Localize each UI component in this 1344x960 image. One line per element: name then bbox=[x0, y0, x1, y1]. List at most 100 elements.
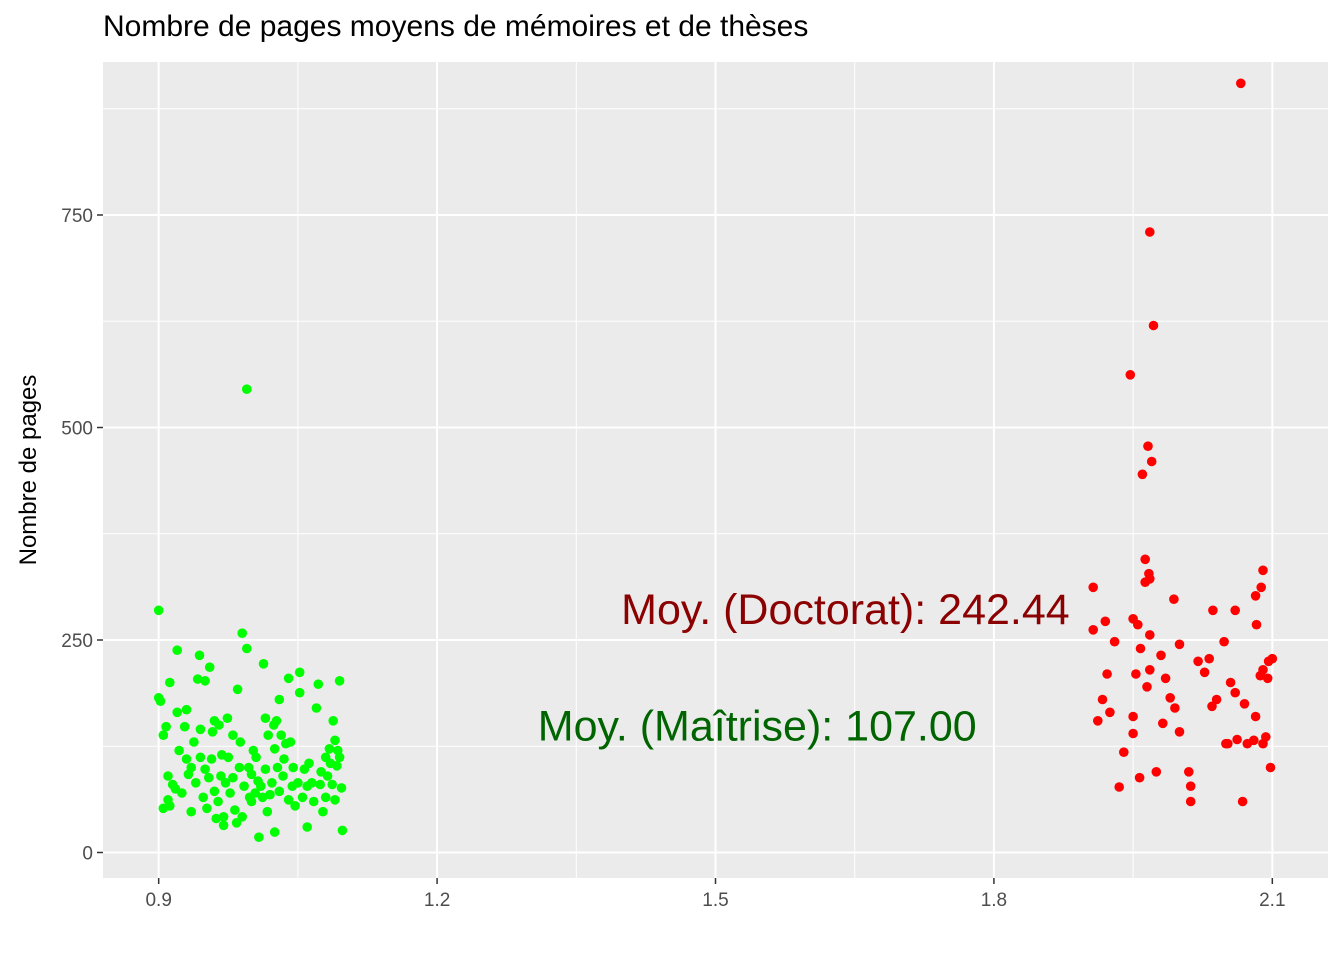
data-point-series-1 bbox=[1230, 687, 1240, 698]
major-gridlines bbox=[103, 62, 1328, 878]
mean-annotations: Moy. (Doctorat): 242.44 Moy. (Maîtrise): … bbox=[538, 586, 1070, 750]
data-point-series-0 bbox=[255, 781, 266, 791]
data-point-series-1 bbox=[1156, 650, 1166, 661]
data-point-series-0 bbox=[230, 805, 240, 815]
data-point-series-0 bbox=[207, 727, 218, 737]
data-point-series-0 bbox=[195, 724, 206, 735]
data-point-series-1 bbox=[1184, 767, 1194, 777]
data-point-series-0 bbox=[206, 754, 217, 764]
data-point-series-0 bbox=[307, 778, 317, 788]
data-point-series-0 bbox=[204, 662, 215, 672]
data-point-series-0 bbox=[283, 795, 294, 805]
data-point-series-0 bbox=[269, 744, 280, 754]
data-point-series-0 bbox=[278, 771, 288, 781]
data-point-series-0 bbox=[228, 730, 238, 740]
data-point-series-0 bbox=[200, 764, 210, 774]
mean-annotation-0: Moy. (Doctorat): 242.44 bbox=[621, 586, 1070, 634]
data-point-series-0 bbox=[165, 801, 175, 811]
data-point-series-1 bbox=[1140, 554, 1150, 565]
x-tick-label: 0.9 bbox=[145, 890, 171, 911]
data-point-series-1 bbox=[1134, 772, 1145, 783]
x-axis: 0.9 1.2 1.5 1.8 2.1 bbox=[145, 878, 1286, 911]
data-point-series-1 bbox=[1137, 469, 1148, 480]
data-point-series-0 bbox=[218, 812, 229, 822]
data-point-series-0 bbox=[315, 779, 326, 790]
data-point-series-0 bbox=[181, 754, 192, 764]
data-point-series-1 bbox=[1250, 591, 1261, 601]
data-point-series-0 bbox=[153, 605, 164, 616]
data-point-series-1 bbox=[1133, 619, 1143, 630]
data-point-series-0 bbox=[318, 806, 328, 817]
data-point-series-1 bbox=[1265, 762, 1276, 773]
data-point-series-1 bbox=[1102, 669, 1112, 679]
data-point-series-0 bbox=[181, 704, 192, 715]
data-point-series-0 bbox=[218, 820, 229, 831]
data-point-series-0 bbox=[163, 771, 173, 781]
data-point-series-0 bbox=[254, 832, 264, 842]
data-point-series-0 bbox=[165, 677, 175, 688]
data-point-series-0 bbox=[242, 643, 252, 654]
data-point-series-0 bbox=[297, 792, 308, 803]
data-point-series-0 bbox=[267, 778, 277, 788]
data-point-series-0 bbox=[250, 788, 260, 798]
data-point-series-0 bbox=[246, 769, 257, 780]
data-point-series-1 bbox=[1109, 636, 1120, 647]
data-point-series-0 bbox=[274, 694, 285, 705]
data-point-series-1 bbox=[1145, 227, 1155, 237]
data-point-series-1 bbox=[1193, 656, 1203, 667]
y-tick-label: 500 bbox=[61, 419, 93, 440]
x-tick-label: 1.2 bbox=[424, 890, 450, 911]
data-point-series-0 bbox=[225, 788, 235, 798]
x-tick-label: 2.1 bbox=[1259, 890, 1285, 911]
data-point-series-1 bbox=[1185, 796, 1196, 807]
data-point-series-1 bbox=[1261, 732, 1271, 742]
data-point-series-1 bbox=[1142, 682, 1152, 692]
data-point-series-1 bbox=[1160, 673, 1171, 684]
data-point-series-0 bbox=[198, 792, 208, 803]
data-point-series-0 bbox=[334, 752, 345, 763]
data-point-series-0 bbox=[313, 679, 324, 689]
data-point-series-0 bbox=[258, 659, 269, 669]
data-point-series-1 bbox=[1119, 747, 1129, 757]
data-point-series-0 bbox=[290, 801, 300, 811]
data-point-series-0 bbox=[330, 795, 340, 805]
data-point-series-0 bbox=[260, 764, 271, 774]
data-point-series-0 bbox=[304, 758, 314, 769]
data-point-series-0 bbox=[269, 827, 280, 837]
data-point-series-1 bbox=[1105, 707, 1115, 718]
data-point-series-0 bbox=[204, 772, 214, 783]
data-point-series-1 bbox=[1088, 625, 1098, 635]
data-point-series-1 bbox=[1174, 639, 1185, 650]
data-point-series-0 bbox=[231, 818, 242, 828]
y-axis: 0 250 500 750 bbox=[61, 206, 103, 865]
data-point-series-1 bbox=[1145, 574, 1155, 584]
data-point-series-1 bbox=[1100, 616, 1111, 627]
data-point-series-1 bbox=[1250, 711, 1261, 722]
data-point-series-1 bbox=[1256, 582, 1266, 593]
data-point-series-0 bbox=[327, 779, 338, 790]
data-point-series-1 bbox=[1204, 653, 1214, 664]
data-point-series-0 bbox=[189, 737, 199, 747]
data-point-series-1 bbox=[1239, 699, 1250, 709]
data-point-series-1 bbox=[1097, 694, 1108, 705]
data-point-series-0 bbox=[179, 721, 190, 732]
data-point-series-0 bbox=[195, 752, 206, 763]
data-point-series-0 bbox=[213, 796, 223, 807]
data-point-series-1 bbox=[1148, 320, 1159, 331]
data-point-series-0 bbox=[214, 720, 224, 730]
data-point-series-0 bbox=[237, 812, 247, 822]
data-point-series-0 bbox=[191, 778, 201, 788]
data-point-series-0 bbox=[260, 713, 271, 723]
data-point-series-1 bbox=[1165, 693, 1175, 703]
data-point-series-0 bbox=[288, 762, 299, 773]
data-point-series-0 bbox=[216, 771, 226, 781]
data-point-series-1 bbox=[1158, 718, 1168, 729]
data-point-series-0 bbox=[211, 813, 221, 824]
data-point-series-0 bbox=[262, 806, 273, 817]
data-point-series-1 bbox=[1237, 796, 1248, 807]
data-point-series-1 bbox=[1223, 738, 1233, 749]
data-point-series-0 bbox=[285, 737, 296, 747]
data-point-series-1 bbox=[1236, 78, 1246, 89]
data-point-series-0 bbox=[222, 713, 233, 723]
